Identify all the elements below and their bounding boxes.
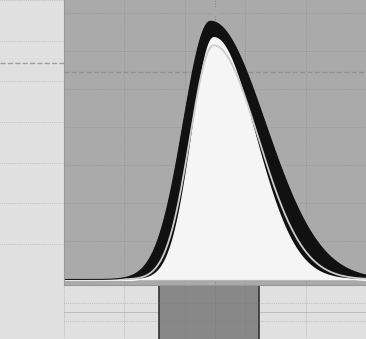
Bar xyxy=(159,285,259,339)
